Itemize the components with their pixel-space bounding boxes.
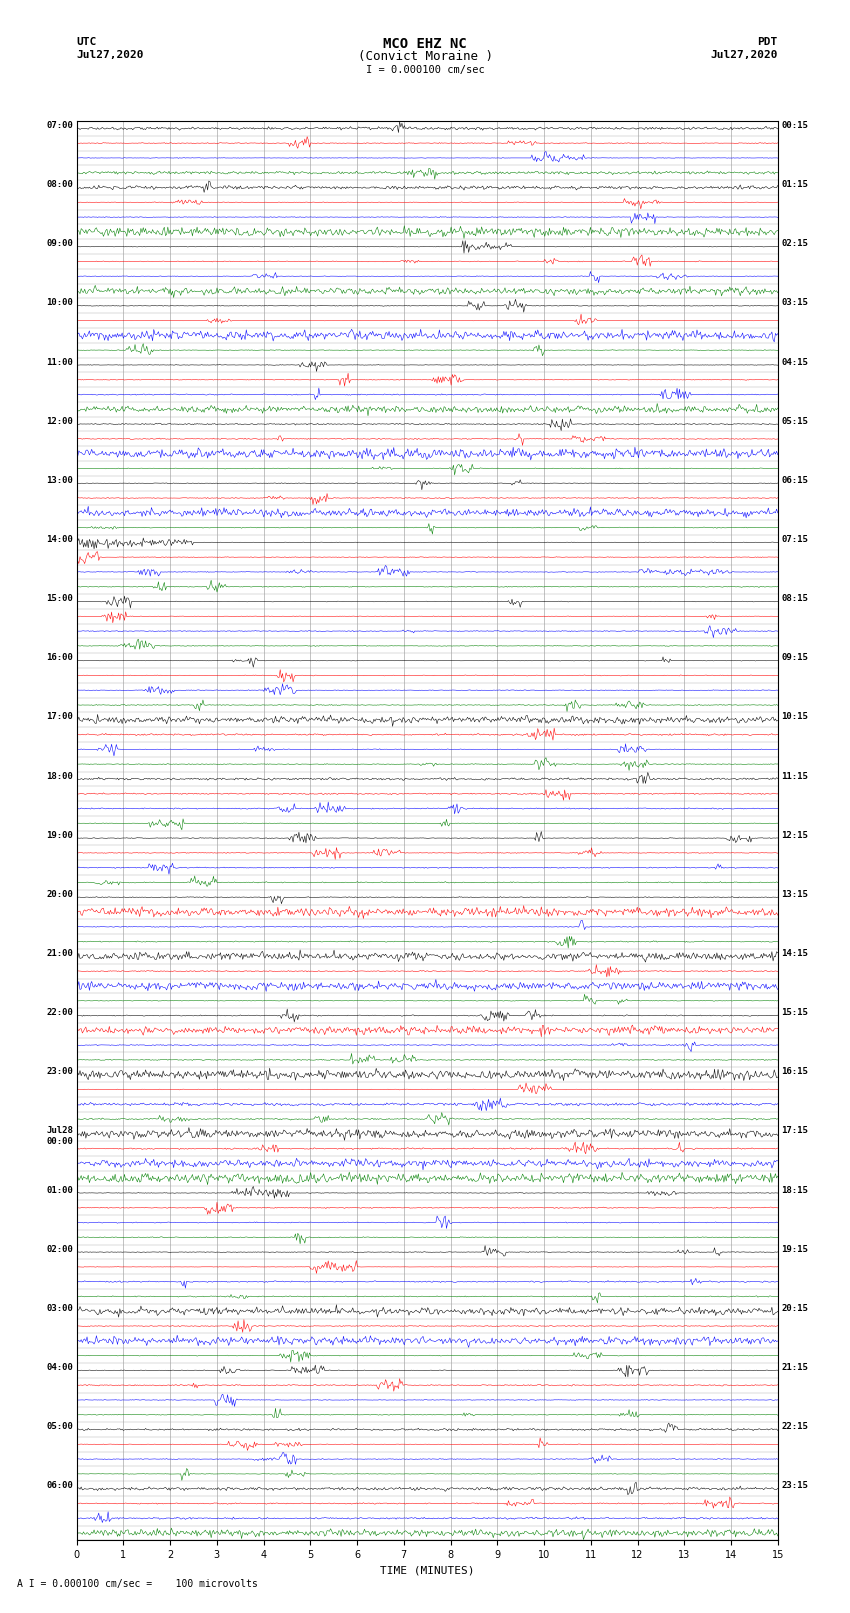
Text: 02:15: 02:15 — [781, 239, 808, 248]
Text: Jul27,2020: Jul27,2020 — [76, 50, 144, 60]
Text: 03:15: 03:15 — [781, 298, 808, 308]
Text: 07:00: 07:00 — [46, 121, 73, 131]
Text: 05:00: 05:00 — [46, 1423, 73, 1431]
Text: 13:15: 13:15 — [781, 890, 808, 898]
Text: 10:15: 10:15 — [781, 713, 808, 721]
Text: I = 0.000100 cm/sec: I = 0.000100 cm/sec — [366, 65, 484, 74]
Text: 18:15: 18:15 — [781, 1186, 808, 1195]
Text: Jul28
00:00: Jul28 00:00 — [46, 1126, 73, 1145]
Text: 14:00: 14:00 — [46, 536, 73, 544]
Text: 01:15: 01:15 — [781, 181, 808, 189]
Text: 08:15: 08:15 — [781, 594, 808, 603]
Text: A I = 0.000100 cm/sec =    100 microvolts: A I = 0.000100 cm/sec = 100 microvolts — [17, 1579, 258, 1589]
Text: Jul27,2020: Jul27,2020 — [711, 50, 778, 60]
Text: 04:00: 04:00 — [46, 1363, 73, 1373]
Text: 07:15: 07:15 — [781, 536, 808, 544]
Text: 19:00: 19:00 — [46, 831, 73, 840]
Text: 22:15: 22:15 — [781, 1423, 808, 1431]
Text: 20:15: 20:15 — [781, 1303, 808, 1313]
Text: 17:15: 17:15 — [781, 1126, 808, 1136]
Text: 06:15: 06:15 — [781, 476, 808, 486]
Text: 01:00: 01:00 — [46, 1186, 73, 1195]
Text: 04:15: 04:15 — [781, 358, 808, 366]
Text: 11:15: 11:15 — [781, 771, 808, 781]
Text: 10:00: 10:00 — [46, 298, 73, 308]
Text: 21:00: 21:00 — [46, 948, 73, 958]
Text: 06:00: 06:00 — [46, 1481, 73, 1490]
Text: 22:00: 22:00 — [46, 1008, 73, 1018]
Text: 08:00: 08:00 — [46, 181, 73, 189]
Text: (Convict Moraine ): (Convict Moraine ) — [358, 50, 492, 63]
Text: 23:00: 23:00 — [46, 1068, 73, 1076]
Text: 17:00: 17:00 — [46, 713, 73, 721]
Text: 00:15: 00:15 — [781, 121, 808, 131]
Text: UTC: UTC — [76, 37, 97, 47]
Text: 15:00: 15:00 — [46, 594, 73, 603]
Text: MCO EHZ NC: MCO EHZ NC — [383, 37, 467, 52]
Text: 13:00: 13:00 — [46, 476, 73, 486]
Text: 16:15: 16:15 — [781, 1068, 808, 1076]
Text: 16:00: 16:00 — [46, 653, 73, 663]
Text: 23:15: 23:15 — [781, 1481, 808, 1490]
Text: 21:15: 21:15 — [781, 1363, 808, 1373]
Text: PDT: PDT — [757, 37, 778, 47]
X-axis label: TIME (MINUTES): TIME (MINUTES) — [380, 1566, 474, 1576]
Text: 12:00: 12:00 — [46, 416, 73, 426]
Text: 05:15: 05:15 — [781, 416, 808, 426]
Text: 18:00: 18:00 — [46, 771, 73, 781]
Text: 09:15: 09:15 — [781, 653, 808, 663]
Text: 15:15: 15:15 — [781, 1008, 808, 1018]
Text: 11:00: 11:00 — [46, 358, 73, 366]
Text: 14:15: 14:15 — [781, 948, 808, 958]
Text: 02:00: 02:00 — [46, 1245, 73, 1253]
Text: 03:00: 03:00 — [46, 1303, 73, 1313]
Text: 19:15: 19:15 — [781, 1245, 808, 1253]
Text: 09:00: 09:00 — [46, 239, 73, 248]
Text: 20:00: 20:00 — [46, 890, 73, 898]
Text: 12:15: 12:15 — [781, 831, 808, 840]
